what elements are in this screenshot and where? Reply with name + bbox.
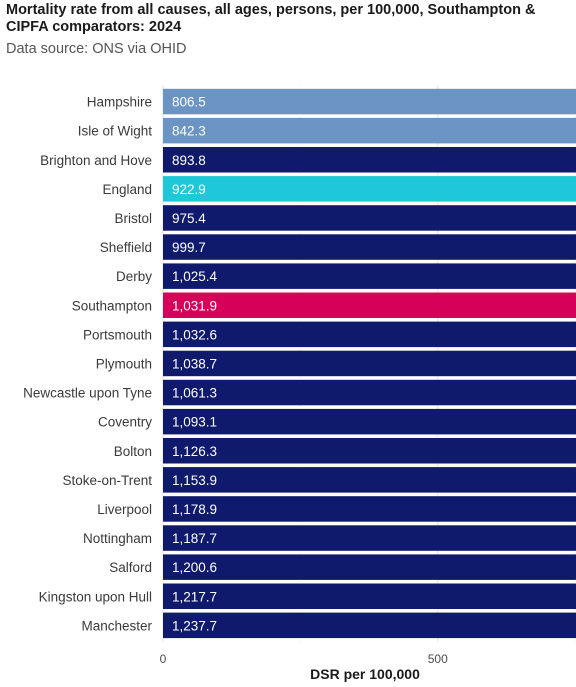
tick-label: 500 xyxy=(428,652,448,666)
category-labels: Hampshire Isle of Wight Brighton and Hove E… xyxy=(23,95,152,634)
value-label: 1,025.4 xyxy=(172,269,218,284)
bar xyxy=(163,408,576,435)
value-label: 975.4 xyxy=(172,211,206,226)
category-label: Coventry xyxy=(98,415,152,430)
value-label: 1,178.9 xyxy=(172,502,217,517)
category-label: Stoke-on-Trent xyxy=(62,473,152,488)
bar xyxy=(163,263,576,289)
bar xyxy=(163,612,576,639)
value-label: 1,061.3 xyxy=(172,386,217,401)
category-label: England xyxy=(102,182,152,197)
x-axis-label: DSR per 100,000 xyxy=(310,666,420,682)
bar xyxy=(163,496,576,522)
category-label: Bolton xyxy=(114,444,152,459)
chart-title: Mortality rate from all causes, all ages… xyxy=(6,2,536,35)
value-label: 1,200.6 xyxy=(172,560,217,575)
category-label: Brighton and Hove xyxy=(40,153,152,168)
category-label: Salford xyxy=(109,560,152,575)
bars: 806.5 842.3 893.8 922.9 975.4 999.7 1,025.4 1,0… xyxy=(163,88,576,639)
chart-subtitle: Data source: ONS via OHID xyxy=(6,41,187,57)
category-label: Newcastle upon Tyne xyxy=(23,386,152,401)
value-label: 999.7 xyxy=(172,240,206,255)
value-label: 922.9 xyxy=(172,182,206,197)
category-label: Southampton xyxy=(72,298,152,313)
value-label: 806.5 xyxy=(172,95,206,110)
bar xyxy=(163,205,576,231)
tick-label: 0 xyxy=(160,652,167,666)
bar xyxy=(163,467,576,493)
value-label: 1,217.7 xyxy=(172,589,217,604)
category-label: Manchester xyxy=(81,618,152,633)
bar xyxy=(163,117,576,144)
value-label: 842.3 xyxy=(172,124,206,139)
category-label: Liverpool xyxy=(97,502,152,517)
value-label: 893.8 xyxy=(172,153,206,168)
category-label: Derby xyxy=(116,269,152,284)
value-label: 1,237.7 xyxy=(172,618,217,633)
category-label: Nottingham xyxy=(83,531,152,546)
category-label: Isle of Wight xyxy=(78,124,153,139)
bar xyxy=(163,321,576,348)
bar xyxy=(163,554,576,580)
bar xyxy=(163,379,576,406)
x-axis-ticks: 05001,000 xyxy=(160,652,448,666)
value-label: 1,093.1 xyxy=(172,415,217,430)
value-label: 1,153.9 xyxy=(172,473,217,488)
category-label: Hampshire xyxy=(87,95,152,110)
category-label: Plymouth xyxy=(96,356,152,371)
bar xyxy=(163,438,576,464)
bar xyxy=(163,350,576,377)
bar xyxy=(163,88,576,115)
category-label: Portsmouth xyxy=(83,327,152,342)
bar xyxy=(163,147,576,173)
category-label: Kingston upon Hull xyxy=(39,589,152,604)
value-label: 1,031.9 xyxy=(172,298,217,313)
value-label: 1,038.7 xyxy=(172,356,217,371)
bar xyxy=(163,176,576,202)
value-label: 1,126.3 xyxy=(172,444,217,459)
bar xyxy=(163,525,576,551)
value-label: 1,032.6 xyxy=(172,327,217,342)
value-label: 1,187.7 xyxy=(172,531,217,546)
bar xyxy=(163,583,576,609)
category-label: Sheffield xyxy=(100,240,152,255)
bar xyxy=(163,234,576,260)
category-label: Bristol xyxy=(114,211,152,226)
bar xyxy=(163,292,576,318)
